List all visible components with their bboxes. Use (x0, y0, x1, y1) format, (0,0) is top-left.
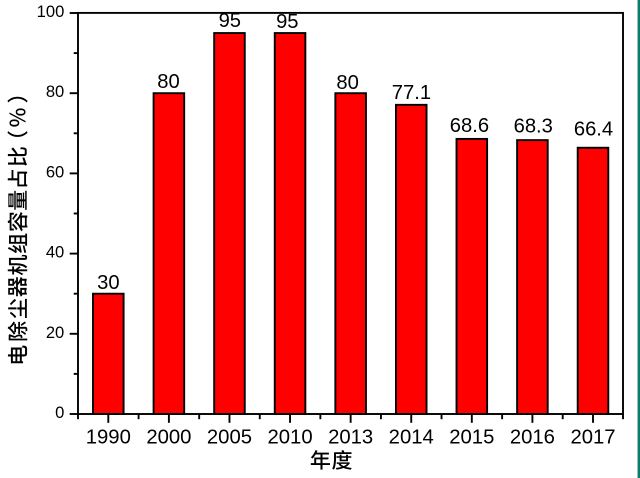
svg-text:30: 30 (97, 272, 119, 294)
svg-text:77.1: 77.1 (392, 82, 431, 104)
svg-text:2013: 2013 (328, 426, 373, 448)
svg-text:68.6: 68.6 (450, 115, 489, 137)
svg-text:95: 95 (276, 11, 298, 33)
svg-text:2000: 2000 (146, 426, 191, 448)
svg-text:80: 80 (46, 82, 64, 101)
svg-text:68.3: 68.3 (514, 116, 553, 138)
svg-text:80: 80 (336, 72, 358, 94)
svg-text:100: 100 (37, 2, 65, 21)
svg-text:66.4: 66.4 (574, 119, 613, 141)
svg-text:2015: 2015 (449, 426, 494, 448)
svg-text:60: 60 (46, 162, 64, 181)
svg-text:2014: 2014 (389, 426, 434, 448)
svg-text:95: 95 (219, 10, 241, 32)
svg-text:80: 80 (157, 71, 179, 93)
svg-text:2016: 2016 (510, 426, 555, 448)
svg-text:1990: 1990 (86, 426, 131, 448)
svg-text:0: 0 (55, 403, 64, 422)
svg-text:2017: 2017 (570, 426, 615, 448)
svg-text:2010: 2010 (267, 426, 312, 448)
svg-text:40: 40 (46, 243, 64, 262)
svg-text:2005: 2005 (207, 426, 252, 448)
svg-text:20: 20 (46, 323, 64, 342)
